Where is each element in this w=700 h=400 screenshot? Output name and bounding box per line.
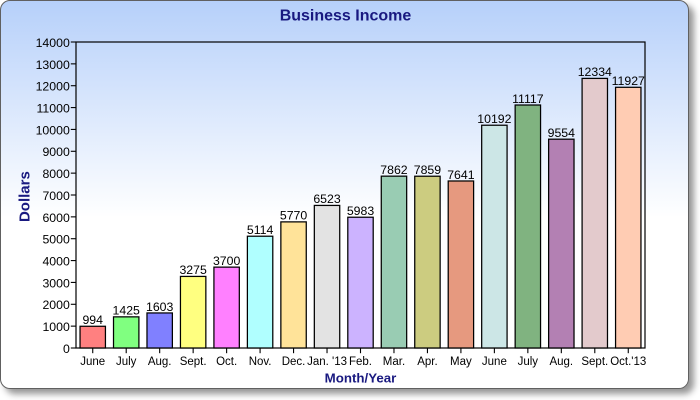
svg-text:Jan. '13: Jan. '13 <box>307 356 347 368</box>
svg-text:4000: 4000 <box>42 254 70 268</box>
svg-text:1000: 1000 <box>42 320 70 334</box>
svg-text:1603: 1603 <box>146 300 174 314</box>
svg-text:9000: 9000 <box>42 145 70 159</box>
svg-text:Apr.: Apr. <box>417 356 437 368</box>
svg-text:5114: 5114 <box>247 223 274 237</box>
svg-text:9554: 9554 <box>548 126 576 140</box>
svg-text:12334: 12334 <box>578 65 612 79</box>
svg-text:July: July <box>518 356 539 368</box>
svg-text:3000: 3000 <box>42 276 70 290</box>
svg-text:7859: 7859 <box>414 163 442 177</box>
svg-text:7862: 7862 <box>380 163 408 177</box>
svg-text:May: May <box>450 356 472 368</box>
svg-text:994: 994 <box>82 313 103 327</box>
svg-text:Business Income: Business Income <box>280 7 412 24</box>
svg-text:June: June <box>80 356 105 368</box>
svg-text:2000: 2000 <box>42 298 70 312</box>
svg-text:Nov.: Nov. <box>249 356 272 368</box>
svg-text:Dec.: Dec. <box>282 356 306 368</box>
svg-text:Month/Year: Month/Year <box>325 370 397 385</box>
svg-text:Oct.: Oct. <box>216 356 237 368</box>
svg-text:13000: 13000 <box>36 58 70 72</box>
svg-text:10000: 10000 <box>36 123 70 137</box>
svg-text:12000: 12000 <box>36 80 70 94</box>
svg-text:1425: 1425 <box>113 304 141 318</box>
svg-text:5770: 5770 <box>280 209 308 223</box>
svg-text:0: 0 <box>63 342 70 356</box>
svg-text:14000: 14000 <box>36 36 70 50</box>
svg-text:Sept.: Sept. <box>581 356 608 368</box>
svg-text:3275: 3275 <box>179 263 207 277</box>
svg-text:Aug.: Aug. <box>148 356 172 368</box>
svg-text:7641: 7641 <box>447 168 475 182</box>
svg-text:11927: 11927 <box>612 74 645 88</box>
svg-text:10192: 10192 <box>477 112 511 126</box>
svg-text:Feb.: Feb. <box>349 356 372 368</box>
svg-text:Oct.'13: Oct.'13 <box>610 356 646 368</box>
svg-text:June: June <box>482 356 507 368</box>
svg-text:Mar.: Mar. <box>383 356 405 368</box>
svg-text:8000: 8000 <box>42 167 70 181</box>
svg-text:7000: 7000 <box>42 189 70 203</box>
svg-text:5000: 5000 <box>42 233 70 247</box>
svg-text:11117: 11117 <box>512 92 544 106</box>
svg-text:5983: 5983 <box>347 204 375 218</box>
svg-text:Aug.: Aug. <box>549 356 573 368</box>
svg-text:11000: 11000 <box>37 101 70 115</box>
svg-text:6523: 6523 <box>313 192 341 206</box>
svg-text:6000: 6000 <box>42 211 70 225</box>
svg-text:Sept.: Sept. <box>180 356 207 368</box>
svg-text:Dollars: Dollars <box>17 171 34 222</box>
svg-text:July: July <box>116 356 137 368</box>
svg-text:3700: 3700 <box>213 254 241 268</box>
